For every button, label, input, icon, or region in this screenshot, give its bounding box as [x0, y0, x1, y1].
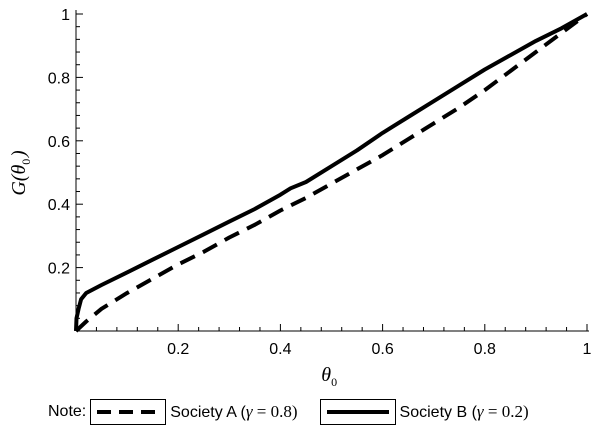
x-tick-label: 0.8	[474, 341, 496, 358]
axes	[75, 10, 589, 332]
x-axis-title: θ0	[321, 364, 339, 389]
series-line-society-a	[74, 12, 589, 333]
ticks	[76, 13, 588, 331]
series-lines	[74, 12, 589, 333]
y-tick-label: 0.6	[48, 134, 70, 151]
chart-area: 0.2 0.4 0.6 0.8 1 0.2 0.4 0.6 0.8 1 θ0 G(θ0 )	[8, 7, 592, 389]
x-tick-label: 0.2	[167, 341, 189, 358]
series-line-society-b	[74, 12, 588, 332]
legend-swatch-society-b	[319, 399, 396, 425]
y-tick-label: 0.8	[48, 70, 70, 87]
y-tick-label: 0.4	[48, 197, 70, 214]
legend-swatch-society-a	[90, 399, 167, 425]
x-tick-label: 1	[583, 341, 592, 358]
y-axis-title: G(θ0 )	[8, 150, 33, 196]
x-tick-label: 0.4	[269, 341, 291, 358]
axis-titles: θ0 G(θ0 )	[8, 150, 339, 389]
x-tick-label: 0.6	[371, 341, 393, 358]
legend-label-society-a: Society A (γ = 0.8)	[170, 402, 298, 421]
y-tick-label: 0.2	[48, 261, 70, 278]
legend: Note: Society A (γ = 0.8) Society B (γ =…	[48, 397, 551, 427]
legend-note-label: Note:	[48, 403, 87, 420]
y-tick-label: 1	[61, 7, 70, 24]
legend-label-society-b: Society B (γ = 0.2)	[399, 402, 529, 421]
tick-labels: 0.2 0.4 0.6 0.8 1 0.2 0.4 0.6 0.8 1	[48, 7, 592, 358]
